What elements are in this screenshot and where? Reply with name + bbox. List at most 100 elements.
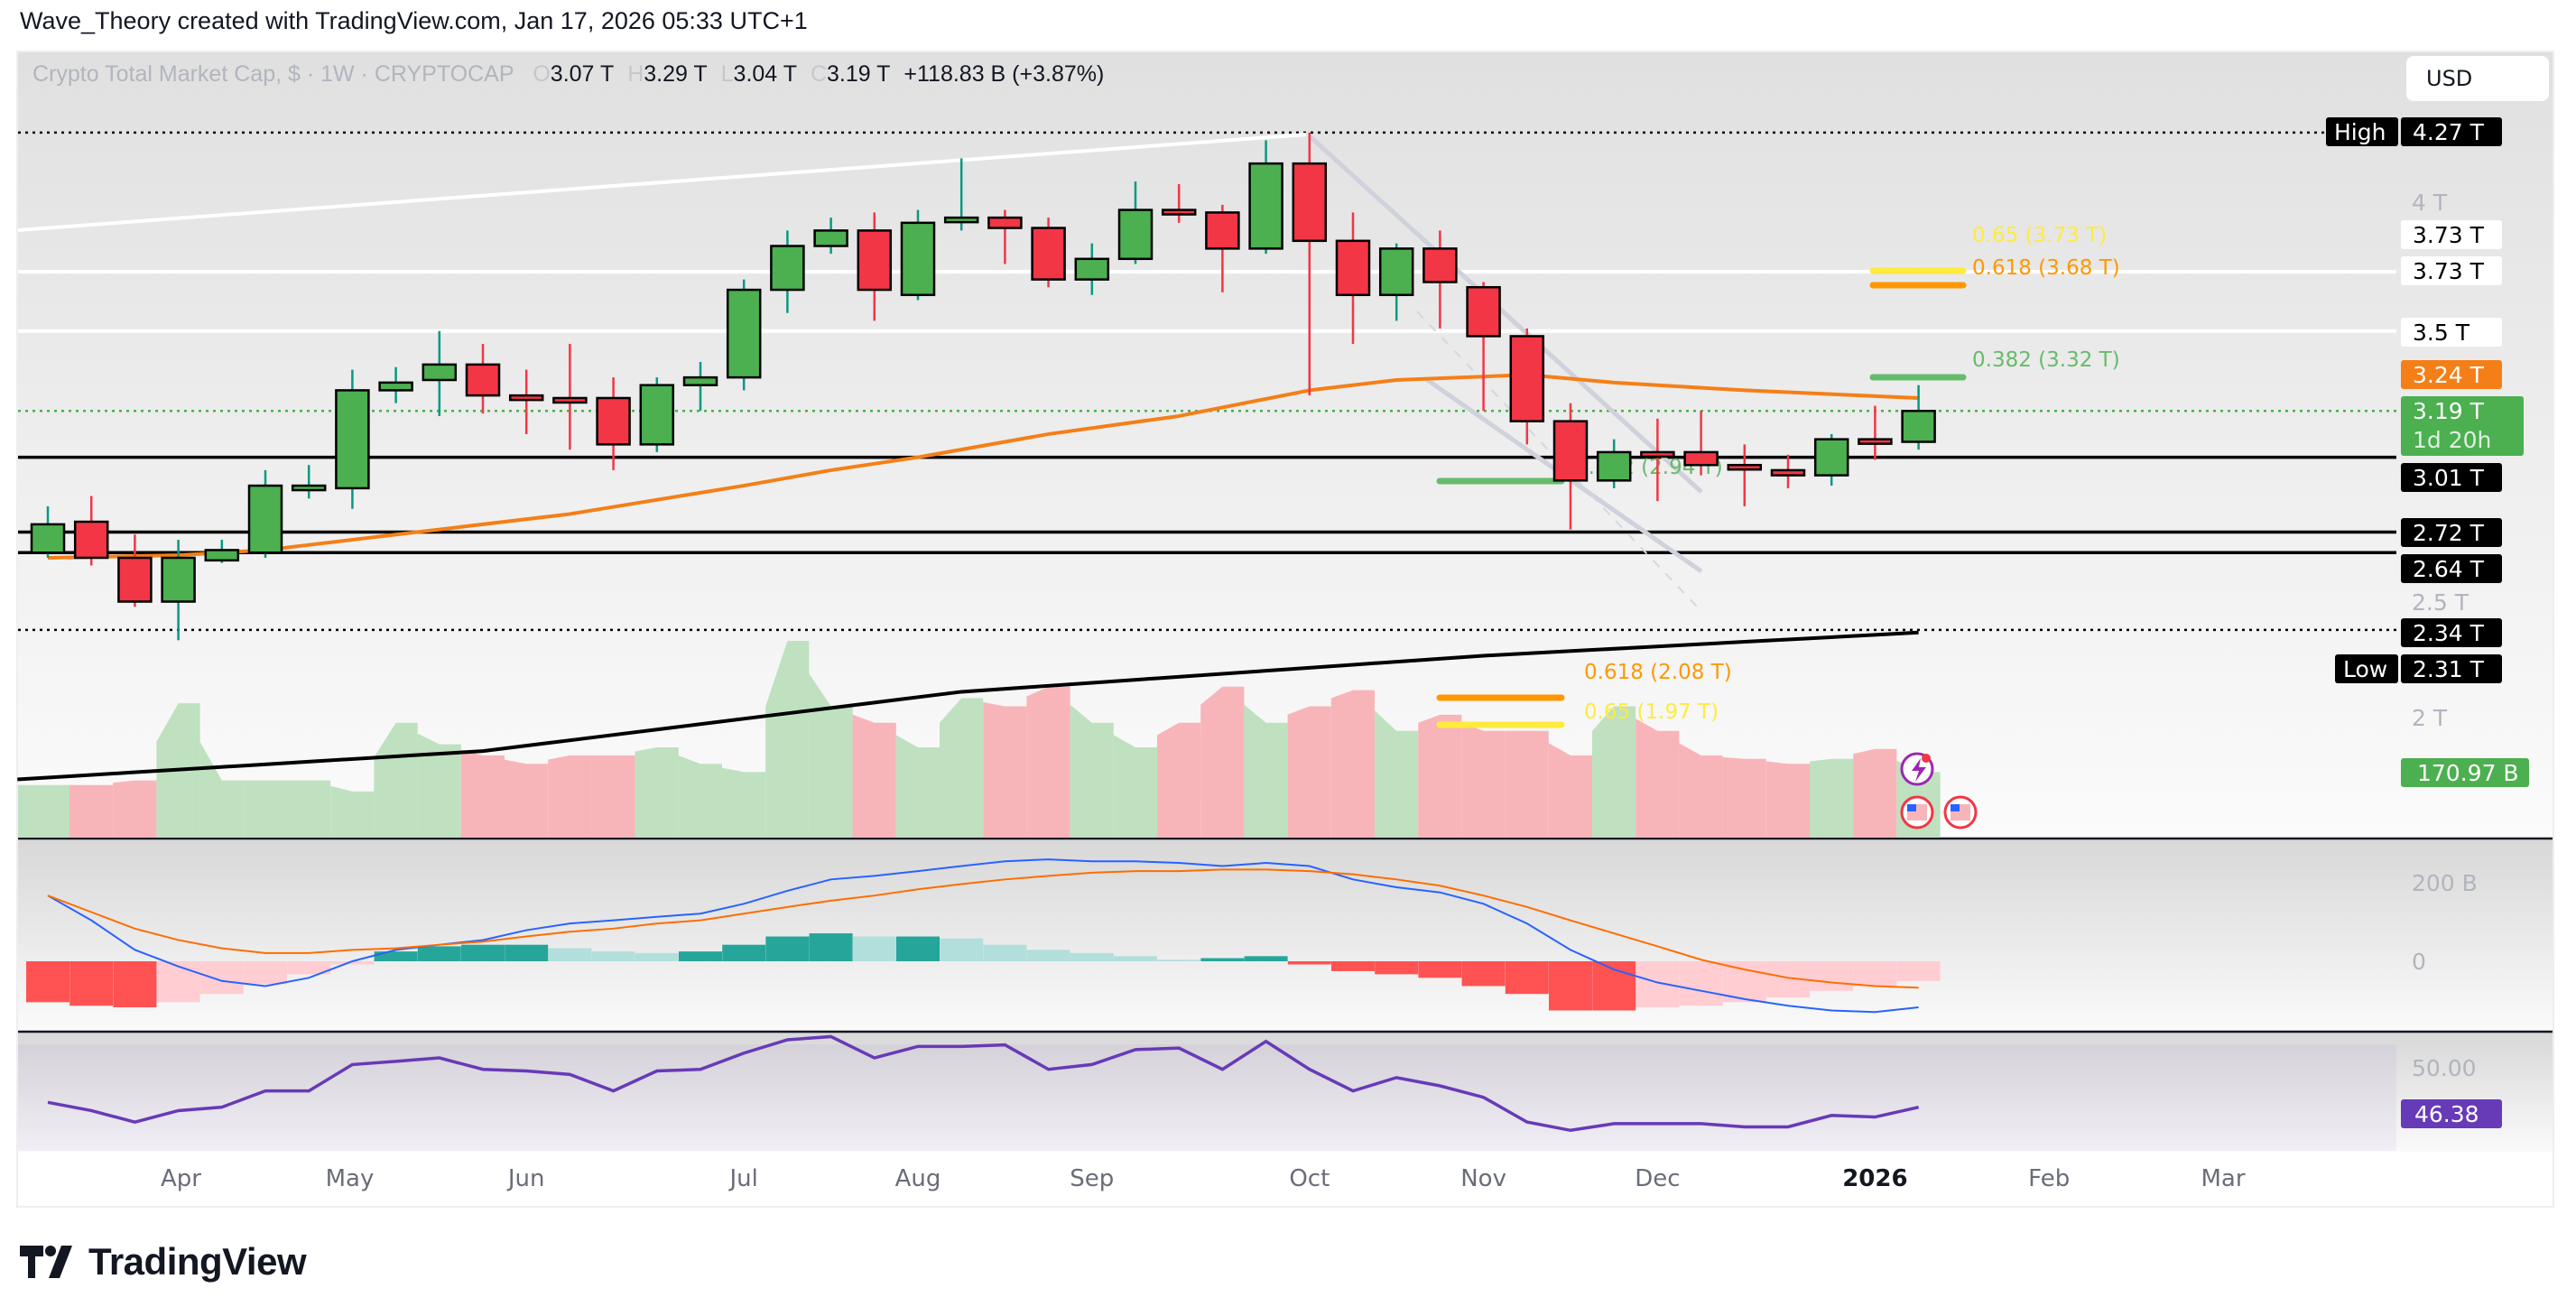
candle-body: [1858, 438, 1893, 445]
time-axis-tick: Nov: [1460, 1165, 1506, 1192]
volume-area-segment: [1853, 748, 1897, 838]
price-tag: [2401, 654, 2502, 683]
low-value: 3.04 T: [733, 61, 797, 87]
tradingview-logo[interactable]: TradingView: [20, 1240, 307, 1284]
macd-histogram-bar: [1635, 961, 1680, 1008]
price-axis-tick: 4 T: [2412, 190, 2448, 216]
volume-area-segment: [460, 749, 505, 838]
macd-histogram-bar: [1200, 958, 1245, 961]
volume-area-segment: [1418, 714, 1462, 838]
volume-area-segment: [243, 780, 287, 838]
main-pane[interactable]: [18, 52, 2553, 838]
volume-area-segment: [1505, 730, 1549, 838]
rsi-line: [47, 1034, 1919, 1133]
volume-area-segment: [374, 722, 418, 838]
time-axis-tick: Sep: [1070, 1165, 1114, 1192]
candle-body: [1552, 420, 1589, 482]
candle-body: [1335, 239, 1371, 297]
chart-credit: Wave_Theory created with TradingView.com…: [20, 7, 808, 34]
volume-area-segment: [199, 741, 244, 838]
candle-body: [1422, 247, 1458, 283]
price-tag-countdown: 1d 20h: [2413, 427, 2491, 453]
candle-body: [726, 288, 762, 379]
volume-area-segment: [1548, 743, 1592, 838]
candle-body: [1117, 209, 1154, 261]
macd-histogram-bar: [69, 961, 114, 1006]
macd-histogram-bar: [679, 951, 722, 961]
price-tag: [2401, 360, 2502, 389]
macd-histogram-bar: [591, 951, 635, 961]
candle-body: [1640, 450, 1675, 459]
macd-histogram-bar: [809, 933, 853, 961]
macd-histogram-bar: [1722, 961, 1766, 1003]
candle-body: [1161, 209, 1197, 216]
candle-body: [1770, 468, 1806, 477]
candle-body: [291, 484, 327, 492]
channel-line-upper: [1307, 134, 1703, 494]
volume-area: [18, 641, 1941, 838]
macd-histogram-bar: [852, 936, 896, 961]
price-tag: [2401, 518, 2502, 547]
price-tag: [2401, 220, 2502, 249]
macd-histogram-bar: [1896, 961, 1941, 981]
macd-line: [47, 858, 1919, 1014]
volume-area-segment: [18, 784, 69, 838]
time-axis-tick: Apr: [161, 1165, 201, 1192]
volume-area-segment: [1679, 743, 1723, 838]
currency-button[interactable]: USD: [2406, 56, 2549, 101]
price-tags: 4.27 T High 3.73 T 3.73 T 3.5 T 3.24 T 3.19 T 1…: [2326, 117, 2529, 1128]
price-tag-label-bg: [2326, 117, 2398, 146]
macd-histogram-bar: [374, 951, 418, 961]
macd-histogram-bar: [1810, 961, 1854, 991]
candle-body: [1248, 162, 1283, 250]
long-ma-line: [17, 630, 1919, 782]
candle-body: [1901, 410, 1936, 443]
ema-line: [47, 373, 1919, 560]
macd-histogram-bar: [548, 948, 592, 961]
macd-histogram-bar: [635, 952, 679, 961]
macd-histogram-bar: [287, 961, 331, 975]
candle-body: [857, 229, 893, 292]
volume-area-segment: [1330, 690, 1375, 838]
volume-area-segment: [1157, 722, 1201, 838]
tradingview-logo-icon: [20, 1246, 72, 1278]
candle-body: [73, 520, 109, 560]
volume-area-segment: [113, 780, 157, 838]
price-tag: [2401, 618, 2502, 647]
lightning-glyph-icon: [1912, 758, 1926, 782]
candle-body: [943, 216, 979, 224]
candle-body: [596, 396, 631, 446]
trendline-upper: [17, 133, 1307, 232]
volume-area-segment: [1810, 758, 1854, 838]
candle-body: [1813, 438, 1849, 477]
price-tag: [2401, 463, 2502, 492]
time-axis-tick: Dec: [1635, 1165, 1680, 1192]
price-tag-label-bg: [2335, 654, 2398, 683]
volume-area-segment: [1026, 686, 1070, 838]
macd-axis-tick: 200 B: [2412, 870, 2478, 896]
macd-histogram-bar: [1549, 961, 1592, 1011]
candle-body: [552, 396, 588, 404]
price-tag-value: 3.73 T: [2413, 258, 2485, 284]
open-value: 3.07 T: [550, 61, 615, 87]
volume-area-segment: [983, 702, 1027, 838]
symbol-name[interactable]: Crypto Total Market Cap, $ · 1W · CRYPTO…: [32, 61, 514, 87]
macd-pane[interactable]: [18, 839, 2553, 1031]
volume-area-segment: [548, 755, 592, 838]
candle-body: [161, 556, 196, 603]
macd-histogram-bar: [1287, 961, 1331, 965]
logo-text: TradingView: [88, 1240, 307, 1283]
rsi-tag-value: 46.38: [2414, 1101, 2479, 1127]
time-axis-tick: Feb: [2028, 1165, 2070, 1192]
volume-area-segment: [635, 747, 679, 838]
price-tag-value: 2.72 T: [2413, 520, 2485, 546]
rsi-axis-tick: 50.00: [2412, 1055, 2477, 1081]
macd-histogram-bar: [417, 946, 461, 961]
time-axis-tick: Jun: [506, 1165, 545, 1192]
candle-body: [422, 363, 458, 382]
high-value: 3.29 T: [644, 61, 708, 87]
price-tag: [2401, 256, 2502, 285]
event-icons: [1900, 752, 1978, 829]
volume-area-segment: [809, 673, 853, 838]
